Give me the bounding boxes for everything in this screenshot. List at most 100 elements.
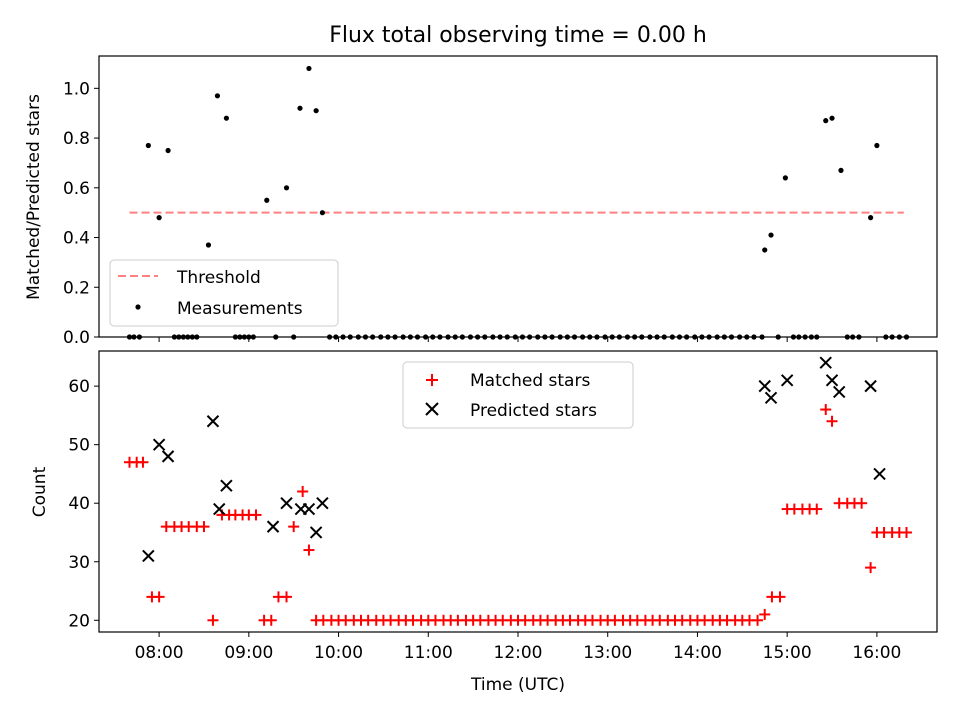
predicted-star-stroke-b bbox=[864, 379, 877, 393]
y-tick-label: 0.0 bbox=[63, 328, 90, 348]
predicted-star-point bbox=[213, 502, 226, 516]
top-legend: Threshold Measurements bbox=[109, 259, 339, 327]
bottom-y-axis-label: Count bbox=[30, 466, 50, 517]
measurement-point bbox=[313, 108, 319, 114]
predicted-star-stroke-b bbox=[825, 374, 839, 387]
predicted-star-point bbox=[864, 379, 877, 393]
y-tick-label: 60 bbox=[68, 377, 90, 397]
top-legend-box bbox=[109, 259, 339, 327]
y-tick-label: 0.4 bbox=[63, 229, 90, 249]
predicted-star-point bbox=[832, 385, 846, 399]
measurement-point bbox=[874, 142, 880, 149]
matched-star-point bbox=[265, 614, 277, 626]
predicted-star-stroke-b bbox=[316, 497, 329, 510]
bottom-axes-frame bbox=[98, 350, 938, 633]
measurement-point bbox=[762, 247, 768, 253]
legend-measurements-label: Measurements bbox=[177, 299, 303, 319]
measurement-point bbox=[838, 167, 844, 173]
x-axis-label: Time (UTC) bbox=[470, 675, 565, 695]
y-tick-label: 50 bbox=[68, 436, 90, 456]
legend-matched-label: Matched stars bbox=[470, 371, 590, 391]
predicted-star-stroke-b bbox=[873, 467, 886, 481]
measurement-point bbox=[829, 115, 835, 121]
matched-star-point bbox=[137, 456, 149, 468]
measurement-point bbox=[145, 142, 151, 149]
predicted-star-stroke-b bbox=[819, 356, 832, 369]
matched-star-point bbox=[281, 591, 293, 603]
predicted-star-point bbox=[316, 497, 329, 510]
predicted-star-point bbox=[220, 479, 233, 492]
measurement-point bbox=[297, 105, 303, 111]
predicted-star-stroke-b bbox=[280, 497, 293, 510]
top-axes-frame bbox=[98, 55, 938, 338]
legend-matched-swatch bbox=[426, 374, 438, 386]
measurement-point bbox=[319, 210, 326, 216]
x-tick-label: 13:00 bbox=[583, 643, 632, 663]
predicted-star-stroke-b bbox=[764, 391, 778, 405]
x-tick-label: 09:00 bbox=[224, 643, 273, 663]
measurement-point bbox=[165, 147, 171, 154]
matched-star-point bbox=[865, 562, 877, 574]
x-tick-label: 10:00 bbox=[314, 643, 363, 663]
legend-measurements-swatch bbox=[135, 304, 141, 310]
x-tick-label: 15:00 bbox=[763, 643, 812, 663]
predicted-star-point bbox=[873, 467, 886, 481]
predicted-star-stroke-b bbox=[142, 549, 155, 563]
measurement-point bbox=[823, 118, 829, 124]
predicted-star-stroke-b bbox=[302, 502, 316, 516]
bottom-plot-area: 20 30 40 50 60 08:00 09:00 10:00 11:00 12:00 13:00… bbox=[68, 356, 912, 663]
x-tick-label: 16:00 bbox=[852, 643, 901, 663]
predicted-star-stroke-b bbox=[832, 385, 846, 399]
legend-threshold-label: Threshold bbox=[176, 268, 261, 288]
predicted-star-point bbox=[825, 374, 839, 387]
predicted-star-point bbox=[302, 502, 316, 516]
predicted-star-point bbox=[309, 526, 323, 539]
x-tick-label: 08:00 bbox=[135, 643, 184, 663]
x-tick-label: 11:00 bbox=[404, 643, 453, 663]
measurement-point bbox=[768, 232, 774, 238]
y-tick-label: 20 bbox=[68, 611, 90, 631]
predicted-star-stroke-b bbox=[152, 438, 166, 451]
y-tick-label: 40 bbox=[68, 494, 90, 514]
predicted-star-point bbox=[764, 391, 778, 405]
measurement-point bbox=[156, 215, 162, 221]
predicted-star-point bbox=[266, 520, 280, 533]
predicted-star-stroke-b bbox=[758, 379, 771, 393]
predicted-star-point bbox=[758, 379, 771, 393]
predicted-star-stroke-b bbox=[213, 502, 226, 516]
y-tick-label: 0.8 bbox=[63, 129, 90, 149]
matched-star-point bbox=[856, 497, 868, 509]
matched-star-point bbox=[207, 614, 219, 626]
predicted-star-point bbox=[152, 438, 166, 451]
y-tick-label: 30 bbox=[68, 553, 90, 573]
predicted-star-point bbox=[142, 549, 155, 563]
y-tick-label: 0.6 bbox=[63, 179, 90, 199]
matched-star-point bbox=[250, 509, 262, 521]
predicted-star-stroke-b bbox=[206, 415, 220, 428]
y-tick-label: 1.0 bbox=[63, 79, 90, 99]
measurement-point bbox=[283, 185, 290, 191]
matched-star-point bbox=[153, 591, 165, 603]
matched-star-point bbox=[288, 521, 300, 533]
matched-star-point bbox=[752, 614, 764, 626]
measurement-point bbox=[214, 93, 221, 99]
measurement-point bbox=[264, 197, 270, 203]
predicted-star-stroke-b bbox=[780, 374, 794, 387]
matched-star-point bbox=[826, 415, 838, 427]
measurement-point bbox=[306, 65, 312, 72]
predicted-star-stroke-b bbox=[309, 526, 323, 539]
legend-predicted-label: Predicted stars bbox=[470, 401, 597, 421]
measurement-point bbox=[782, 175, 788, 181]
top-y-axis-label: Matched/Predicted stars bbox=[24, 94, 44, 300]
top-plot-area: 0.0 0.2 0.4 0.6 0.8 1.0 bbox=[63, 65, 910, 348]
predicted-star-point bbox=[280, 497, 293, 510]
matched-star-point bbox=[900, 526, 912, 538]
predicted-star-point bbox=[780, 374, 794, 387]
bottom-legend: Matched stars Predicted stars bbox=[402, 361, 634, 429]
predicted-star-point bbox=[206, 415, 220, 428]
measurement-point bbox=[205, 242, 212, 248]
predicted-star-point bbox=[819, 356, 832, 369]
chart-title: Flux total observing time = 0.00 h bbox=[329, 23, 707, 48]
matched-star-point bbox=[811, 503, 823, 515]
